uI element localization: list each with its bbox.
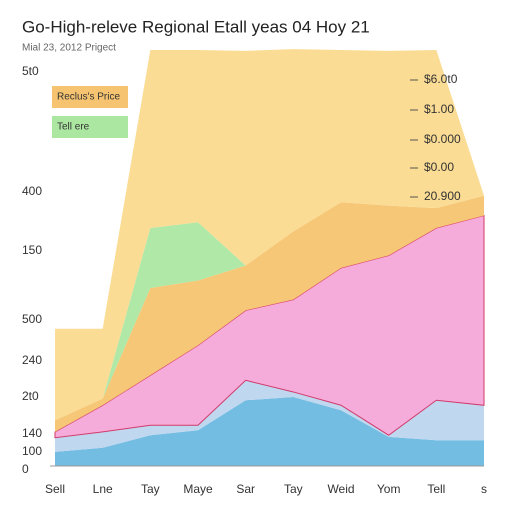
chart-subtitle: Mial 23, 2012 Prigect — [22, 43, 116, 54]
x-tick-label: Weid — [327, 482, 354, 496]
y2-axis-label: $1.00 — [424, 102, 454, 116]
x-tick-label: Tell — [427, 482, 445, 496]
y-axis-label: 400 — [22, 184, 42, 198]
x-tick-label: Lne — [93, 482, 113, 496]
x-tick-label: Tay — [141, 482, 160, 496]
area — [55, 195, 484, 421]
y-axis-label: 150 — [22, 243, 42, 257]
y-axis-label: 500 — [22, 312, 42, 326]
area — [55, 380, 484, 452]
area — [55, 49, 484, 421]
y-axis-label: 100 — [22, 444, 42, 458]
legend-swatch — [52, 116, 128, 138]
legend-swatch — [52, 86, 128, 108]
y-axis-label: 240 — [22, 353, 42, 367]
area — [55, 195, 484, 432]
y-axis-label: 5t0 — [22, 64, 39, 78]
legend-label: Tell ere — [57, 122, 90, 133]
x-tick-label: s — [481, 482, 487, 496]
y-axis-label: 2t0 — [22, 389, 39, 403]
y2-axis-label: $6.0t0 — [424, 72, 458, 86]
plot-area — [54, 49, 485, 466]
x-tick-label: Tay — [284, 482, 303, 496]
x-tick-label: Yom — [377, 482, 401, 496]
legend-label: Reclus's Price — [57, 92, 120, 103]
y2-axis-label: 20.900 — [424, 189, 461, 203]
chart-title: Go-High-releve Regional Etall yeas 04 Ho… — [22, 17, 370, 36]
y2-axis-label: $0.000 — [424, 132, 461, 146]
y-axis-label: 140 — [22, 426, 42, 440]
x-tick-label: Sell — [45, 482, 65, 496]
x-tick-label: Sar — [236, 482, 255, 496]
y-axis-label: 0 — [22, 462, 29, 476]
area — [55, 396, 484, 466]
area — [54, 214, 485, 439]
y2-axis-label: $0.00 — [424, 160, 454, 174]
x-tick-label: Maye — [183, 482, 213, 496]
